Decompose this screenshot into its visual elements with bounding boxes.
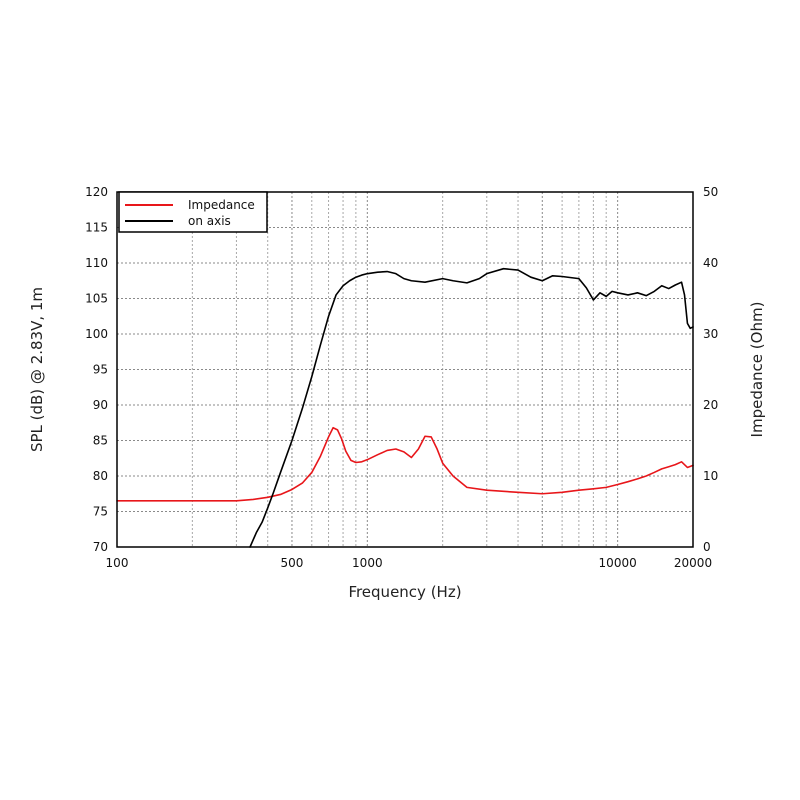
y2-tick-labels: 0 10 20 30 40 50	[703, 185, 718, 554]
y2-axis-title: Impedance (Ohm)	[748, 302, 766, 438]
y-tick-label: 100	[85, 327, 108, 341]
grid-major	[117, 192, 693, 547]
y-axis-title: SPL (dB) @ 2.83V, 1m	[28, 287, 46, 452]
y-tick-label: 70	[93, 540, 108, 554]
y-tick-labels: 70 75 80 85 90 95 100 105 110 115 120	[85, 185, 108, 554]
legend-box	[118, 191, 268, 233]
y-tick-label: 80	[93, 469, 108, 483]
x-tick-label: 20000	[674, 556, 712, 570]
x-tick-labels: 100 500 1000 10000 20000	[106, 556, 713, 570]
y2-tick-label: 40	[703, 256, 718, 270]
y-tick-label: 115	[85, 221, 108, 235]
y-tick-label: 90	[93, 398, 108, 412]
x-tick-label: 500	[281, 556, 304, 570]
series-line-on-axis	[249, 267, 694, 548]
legend-label-impedance: Impedance	[188, 198, 255, 212]
x-axis-title: Frequency (Hz)	[348, 583, 461, 601]
y-tick-label: 95	[93, 363, 108, 377]
y2-tick-label: 0	[703, 540, 711, 554]
legend-label-on-axis: on axis	[188, 214, 231, 228]
y2-tick-label: 20	[703, 398, 718, 412]
series-line-impedance	[116, 426, 694, 502]
y-tick-label: 105	[85, 292, 108, 306]
x-tick-label: 100	[106, 556, 129, 570]
y-tick-label: 110	[85, 256, 108, 270]
y2-tick-label: 30	[703, 327, 718, 341]
y-tick-label: 75	[93, 505, 108, 519]
y-tick-label: 85	[93, 434, 108, 448]
y2-tick-label: 10	[703, 469, 718, 483]
x-tick-label: 10000	[599, 556, 637, 570]
y2-tick-label: 50	[703, 185, 718, 199]
legend: Impedance on axis	[118, 191, 268, 233]
series-layer	[116, 267, 694, 548]
plot-frame	[116, 191, 694, 548]
y-tick-label: 120	[85, 185, 108, 199]
x-tick-label: 1000	[352, 556, 383, 570]
